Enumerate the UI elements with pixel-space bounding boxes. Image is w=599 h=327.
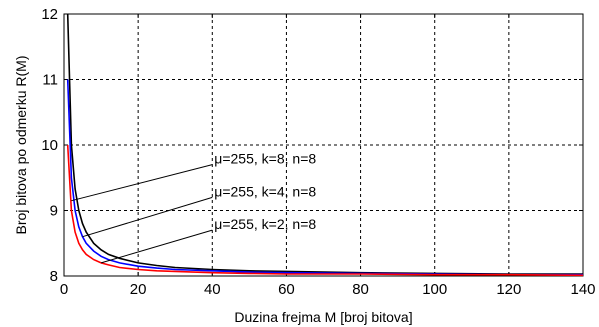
x-axis-label: Duzina frejma M [broj bitova] <box>234 309 412 325</box>
series-group <box>66 13 584 277</box>
series-line-3 <box>66 144 584 277</box>
x-tick-label: 100 <box>422 281 447 298</box>
annotation-leader-line <box>100 229 213 264</box>
grid <box>64 14 583 276</box>
x-tick-label: 0 <box>60 281 68 298</box>
annotation-label: μ=255, k=4, n=8 <box>214 183 316 199</box>
y-tick-label: 10 <box>41 137 58 154</box>
annotation-leader-line <box>71 164 213 202</box>
x-tick-label: 60 <box>278 281 295 298</box>
annotation-leader-line <box>82 196 213 238</box>
annotations: μ=255, k=8, n=8 μ=255, k=4, n=8 μ=255, k=2… <box>71 151 316 264</box>
y-axis-label: Broj bitova po odmerku R(M) <box>13 56 29 235</box>
x-tick-label: 80 <box>352 281 369 298</box>
annotation-label: μ=255, k=2, n=8 <box>214 216 316 232</box>
x-tick-label: 140 <box>570 281 595 298</box>
annotation-label: μ=255, k=8, n=8 <box>214 151 316 167</box>
x-tick-label: 120 <box>496 281 521 298</box>
x-tick-label: 20 <box>130 281 147 298</box>
series-line-2 <box>66 79 583 276</box>
y-tick-label: 8 <box>50 268 58 285</box>
y-tick-label: 12 <box>41 6 58 23</box>
y-tick-label: 11 <box>42 72 58 89</box>
tick-labels: 0 20 40 60 80 100 120 140 8 9 10 11 12 <box>41 6 595 298</box>
y-tick-label: 9 <box>50 203 58 220</box>
x-tick-label: 40 <box>204 281 221 298</box>
series-line-1 <box>66 13 583 275</box>
